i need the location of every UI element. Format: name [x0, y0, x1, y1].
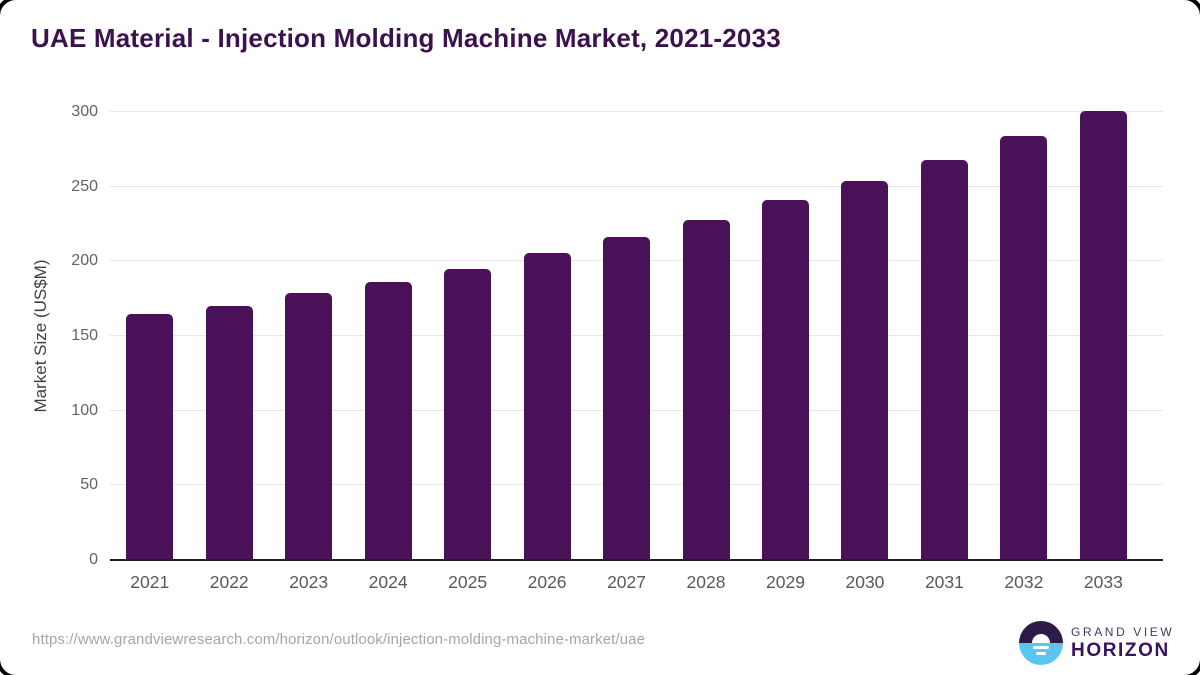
grand-view-horizon-logo: GRAND VIEW HORIZON	[1019, 621, 1174, 665]
bar-cell-2024	[348, 112, 427, 560]
horizon-sun-icon	[1019, 621, 1063, 665]
x-tick-label-2024: 2024	[368, 572, 408, 592]
bar-2030[interactable]	[841, 180, 889, 560]
bar-cell-2027	[587, 112, 666, 560]
gridline-250	[110, 185, 1163, 187]
bar-cell-2026	[507, 112, 586, 560]
bar-cell-2028	[666, 112, 745, 560]
bar-cell-2033	[1064, 111, 1143, 560]
bar-cell-2021	[110, 112, 189, 560]
bar-2023[interactable]	[285, 293, 333, 560]
bar-2031[interactable]	[920, 159, 968, 560]
y-axis-tick-labels: 0 50 100 150 200 250 300	[0, 103, 98, 568]
bar-2026[interactable]	[523, 253, 571, 560]
x-tick-label-2023: 2023	[289, 572, 329, 592]
x-tick-label-2031: 2031	[924, 572, 964, 592]
source-url: https://www.grandviewresearch.com/horizo…	[32, 631, 646, 648]
y-tick-label-0: 0	[89, 551, 98, 568]
x-tick-label-2033: 2033	[1083, 572, 1123, 592]
chart-title: UAE Material - Injection Molding Machine…	[31, 23, 781, 53]
y-tick-label-200: 200	[71, 252, 98, 270]
x-axis-tick-labels: 2021 2022 2023 2024 2025 2026 2027 2028 2029 2030…	[110, 572, 1163, 593]
y-tick-label-300: 300	[71, 103, 98, 120]
y-tick-label-50: 50	[80, 476, 98, 494]
bar-cell-2030	[825, 112, 904, 560]
bars-layer	[110, 111, 1163, 560]
logo-brand-bottom: HORIZON	[1071, 639, 1170, 661]
x-tick-label-2021: 2021	[130, 572, 170, 592]
bar-2028[interactable]	[682, 219, 730, 560]
plot-area	[110, 111, 1163, 561]
bar-2024[interactable]	[364, 281, 412, 560]
bar-cell-2025	[428, 112, 507, 560]
bar-2033[interactable]	[1079, 111, 1127, 560]
bar-2027[interactable]	[603, 236, 651, 560]
horizon-line-1	[1033, 646, 1049, 649]
bar-cell-2032	[984, 112, 1063, 560]
y-tick-label-150: 150	[71, 327, 98, 344]
x-tick-label-2022: 2022	[209, 572, 249, 592]
logo-text: GRAND VIEW HORIZON	[1071, 625, 1174, 662]
bar-cell-2022	[189, 112, 268, 560]
bar-2029[interactable]	[761, 200, 809, 560]
bar-cell-2023	[269, 112, 348, 560]
bar-2021[interactable]	[126, 313, 174, 560]
x-tick-label-2029: 2029	[766, 572, 805, 592]
logo-brand-top: GRAND VIEW	[1071, 624, 1175, 639]
x-tick-label-2032: 2032	[1004, 572, 1044, 592]
y-tick-label-100: 100	[71, 401, 98, 419]
bar-cell-2029	[746, 112, 825, 560]
gridline-300	[110, 111, 1163, 112]
y-tick-label-250: 250	[71, 177, 98, 195]
bar-2022[interactable]	[205, 306, 253, 560]
bar-cell-2031	[905, 112, 984, 560]
x-tick-label-2030: 2030	[845, 572, 885, 592]
bar-2032[interactable]	[1000, 135, 1048, 560]
x-tick-label-2027: 2027	[607, 572, 647, 592]
x-tick-label-2028: 2028	[686, 572, 726, 592]
x-tick-label-2026: 2026	[527, 572, 567, 592]
bar-2025[interactable]	[444, 268, 492, 560]
sun-dome-shape	[1032, 634, 1050, 643]
x-axis-line	[110, 559, 1163, 561]
horizon-line-2	[1036, 651, 1046, 655]
x-tick-label-2025: 2025	[448, 572, 488, 592]
